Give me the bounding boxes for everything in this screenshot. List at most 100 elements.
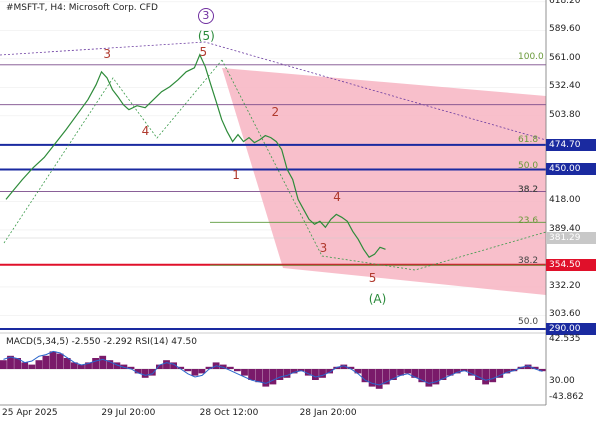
macd-bar [269,369,277,385]
fib-label: 38.2 [518,185,539,196]
macd-bar [219,364,227,369]
price-axis-label: 503.80 [549,109,581,120]
macd-bar [390,369,397,380]
rsi-line [3,350,543,386]
macd-bar [340,364,348,369]
macd-bar [496,369,504,378]
macd-bar [177,366,185,369]
macd-bar [418,369,426,383]
macd-bar [205,366,213,369]
price-axis-label: 618.20 [549,0,581,6]
macd-bar [425,369,433,387]
macd-bar [312,369,319,380]
macd-bar [475,369,482,380]
price-axis-label: 561.00 [549,52,581,63]
fib-label: 50.0 [518,160,539,171]
macd-bar [503,369,511,374]
price-axis-label: 589.60 [549,24,581,35]
macd-bar [453,369,461,374]
macd-bar [304,369,312,376]
macd-bar [85,362,92,369]
macd-axis-top: 42.535 [549,334,581,344]
macd-bar [255,369,263,383]
price-axis-label: 303.60 [549,309,581,320]
fib-label: 38.2 [518,185,539,196]
current-price-tag: 381.29 [546,231,596,244]
macd-bar [141,369,149,378]
price-axis-label: 532.40 [549,81,581,92]
macd-bar [531,366,539,369]
macd-bar [113,362,121,369]
macd-bar [276,369,284,380]
macd-bar [439,369,447,380]
fib-label: 38.2 [518,256,539,267]
price-axis-label: 389.40 [549,223,581,234]
macd-bar [78,364,85,369]
macd-bar [262,369,270,387]
macd-bar [170,362,177,369]
macd-bar [347,366,355,369]
macd-bar [248,369,255,380]
wave-label: 4 [333,190,341,205]
instrument-name: Microsoft Corp. CFD [68,3,158,13]
macd-bar [120,364,128,369]
macd-bar [482,369,489,385]
macd-bar [368,369,376,387]
price-level-tag: 450.00 [546,163,596,176]
macd-bar [191,369,199,376]
wave-label: 3 [103,46,111,61]
macd-bar [297,369,305,372]
macd-bar [354,369,362,374]
chart-header: #MSFT-T, H4: Microsoft Corp. CFD [6,3,158,13]
macd-bar [7,355,14,369]
macd-bar [361,369,369,383]
indicator-label: MACD(5,34,5) -2.550 -2.292 RSI(14) 47.50 [6,337,197,347]
macd-bar [127,366,135,369]
timeframe-label: H4 [50,3,63,13]
wave-3-projection [0,41,547,141]
macd-bar [28,364,36,369]
macd-bar [283,369,291,378]
macd-bar [397,369,404,376]
wave-label: 4 [141,123,150,138]
macd-bar [63,358,71,369]
macd-bar [92,358,99,369]
macd-bar [35,360,43,369]
macd-bar [290,369,298,374]
macd-bar [163,360,170,369]
price-line [5,53,386,258]
wave-label: (5) [197,28,215,43]
macd-bar [49,351,57,369]
wave-projection-lines [0,41,547,271]
fib-label: 61.8 [518,134,539,145]
macd-bar [489,369,497,383]
time-axis-label: 29 Jul 20:00 [101,408,156,418]
price-axis-label: 418.00 [549,195,581,206]
macd-bar [446,369,454,376]
macd-bar [241,369,248,376]
macd-bar [510,369,518,372]
macd-bar [460,369,468,372]
macd-bar [14,358,21,369]
price-level-tag: 290.00 [546,323,596,335]
macd-bar [21,362,29,369]
price-axis-label: 332.20 [549,280,581,291]
symbol-label: #MSFT-T [6,3,45,13]
wave-label: 3 [197,7,214,24]
macd-axis-mid: 30.00 [549,376,575,386]
macd-bar [42,355,50,369]
macd-bar [0,360,7,369]
macd-bar [106,360,114,369]
price-level-tag: 474.70 [546,138,596,151]
macd-bar [70,362,78,369]
time-axis-label: 28 Oct 12:00 [199,408,259,418]
macd-bar [134,369,142,374]
macd-bar [184,369,192,372]
time-axis-label: 25 Apr 2025 [2,408,58,418]
wave-label: 3 [319,241,328,256]
macd-bar [524,364,532,369]
fib-label: 100.0 [518,51,544,62]
wave-label: 2 [271,104,280,119]
wave-label: 5 [199,44,208,59]
